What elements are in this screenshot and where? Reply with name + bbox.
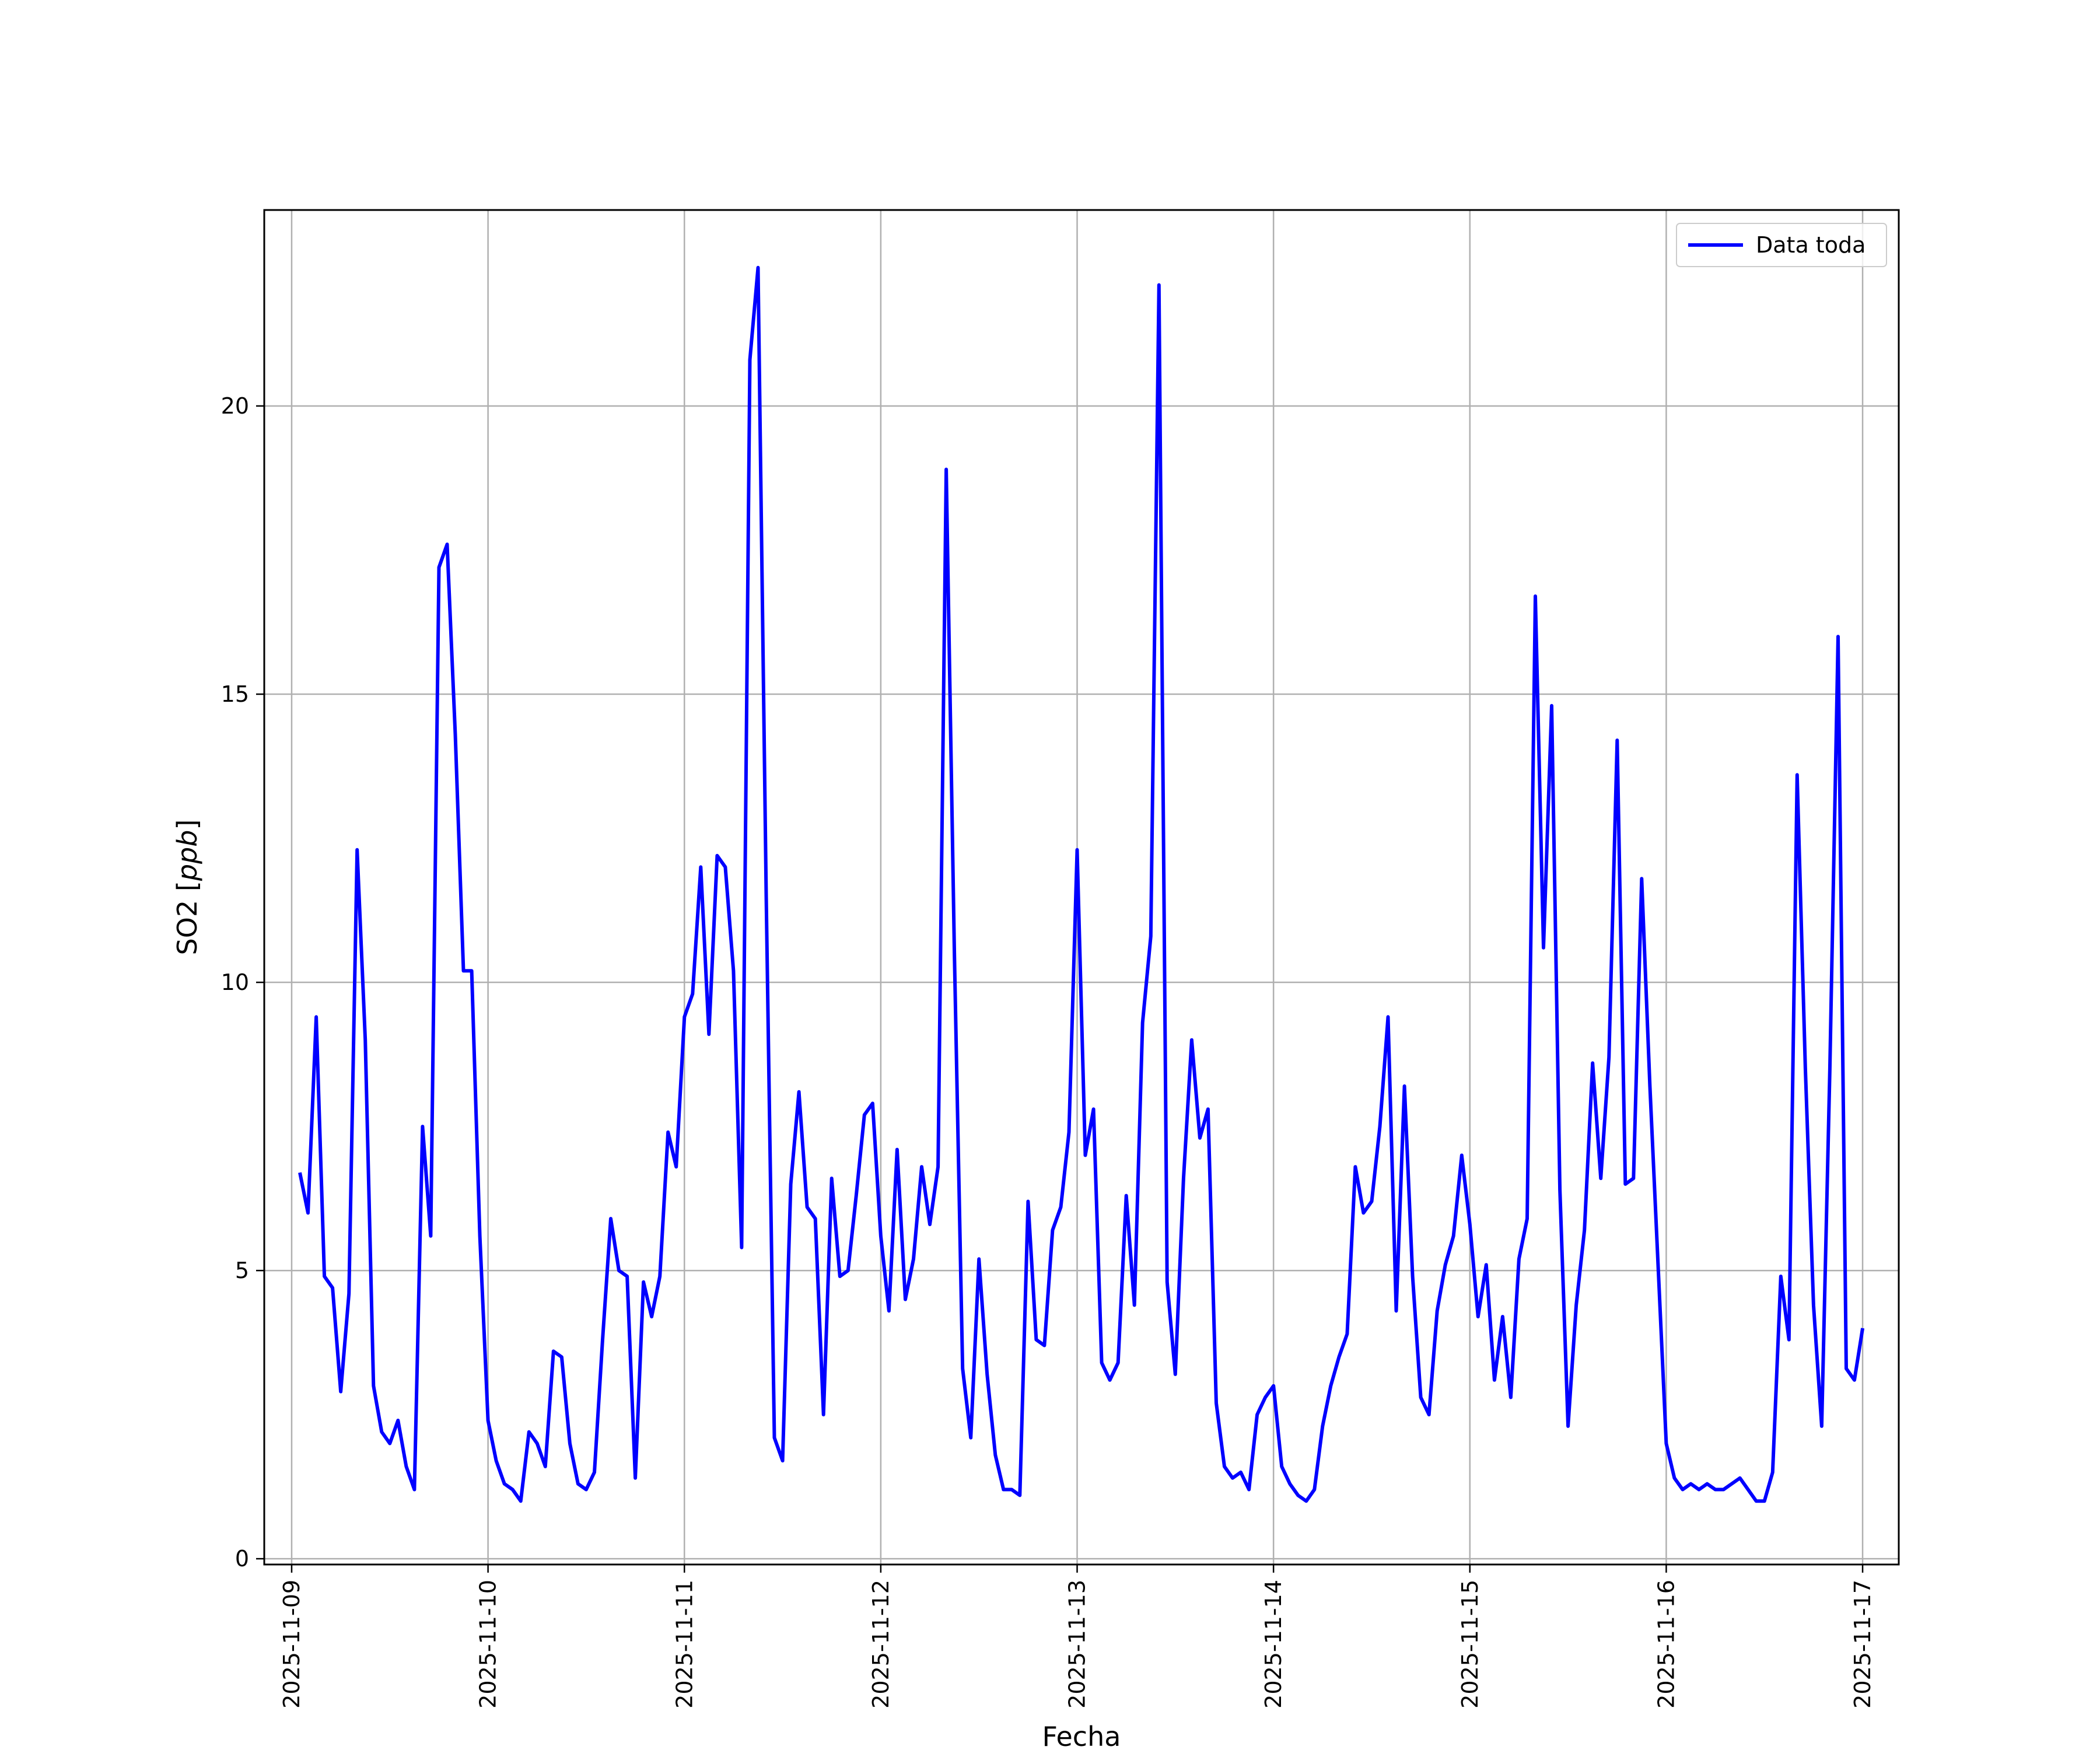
x-tick-label: 2025-11-11: [671, 1580, 697, 1709]
y-axis-label: SO2 [ppb]: [172, 820, 203, 956]
plot-frame: [263, 209, 1900, 1566]
y-tick-label: 5: [235, 1258, 249, 1283]
x-tick-label: 2025-11-10: [475, 1580, 501, 1709]
y-tick-label: 0: [235, 1546, 249, 1572]
y-axis-label-close-bracket: ]: [172, 820, 203, 830]
ticks: 2025-11-09 2025-11-10 2025-11-11 2025-11-12…: [221, 393, 1875, 1709]
legend-box: [1676, 223, 1887, 267]
y-axis-label-open-bracket: [: [172, 881, 203, 891]
x-tick-label: 2025-11-12: [868, 1580, 894, 1709]
x-axis-label: Fecha: [1042, 1721, 1121, 1750]
grid: [264, 210, 1899, 1564]
legend-label: Data toda: [1756, 232, 1866, 258]
x-tick-label: 2025-11-15: [1457, 1580, 1483, 1709]
legend: Data toda: [1676, 223, 1887, 267]
y-tick-label: 10: [221, 970, 249, 995]
x-tick-label: 2025-11-09: [279, 1580, 304, 1709]
x-tick-label: 2025-11-14: [1261, 1580, 1286, 1709]
x-tick-label: 2025-11-16: [1653, 1580, 1679, 1709]
x-tick-label: 2025-11-13: [1065, 1580, 1090, 1709]
series-line-0: [298, 265, 1865, 1503]
x-tick-label: 2025-11-17: [1850, 1580, 1875, 1709]
y-axis-label-unit: ppb: [172, 830, 203, 882]
y-axis-label-text: SO2: [172, 891, 203, 955]
series-group: [298, 265, 1865, 1503]
y-tick-label: 20: [221, 393, 249, 419]
y-tick-label: 15: [221, 681, 249, 707]
